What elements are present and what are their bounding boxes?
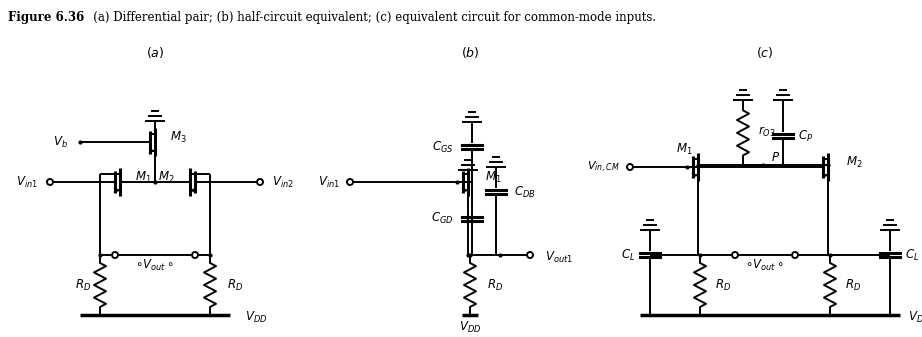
Circle shape <box>792 252 798 258</box>
Text: (a) Differential pair; (b) half-circuit equivalent; (c) equivalent circuit for c: (a) Differential pair; (b) half-circuit … <box>82 10 656 24</box>
Text: $R_D$: $R_D$ <box>487 277 503 293</box>
Circle shape <box>347 179 353 185</box>
Circle shape <box>732 252 738 258</box>
Circle shape <box>112 252 118 258</box>
Text: $(b)$: $(b)$ <box>461 44 479 60</box>
Text: $V_{in1}$: $V_{in1}$ <box>16 175 38 189</box>
Text: $C_{GS}$: $C_{GS}$ <box>432 140 454 155</box>
Text: $V_{DD}$: $V_{DD}$ <box>245 309 267 325</box>
Text: $(c)$: $(c)$ <box>756 44 774 60</box>
Text: $(a)$: $(a)$ <box>146 44 164 60</box>
Text: $V_b$: $V_b$ <box>53 135 68 150</box>
Text: $r_{O3}$: $r_{O3}$ <box>758 125 775 140</box>
Text: $C_{GD}$: $C_{GD}$ <box>431 211 454 226</box>
Text: $V_{in,CM}$: $V_{in,CM}$ <box>587 159 620 175</box>
Text: $M_1$: $M_1$ <box>485 170 502 185</box>
Text: $C_L$: $C_L$ <box>905 247 919 263</box>
Text: $M_2$: $M_2$ <box>846 154 863 170</box>
Text: $V_{DD}$: $V_{DD}$ <box>459 319 481 335</box>
Text: $R_D$: $R_D$ <box>845 277 861 293</box>
Text: $R_D$: $R_D$ <box>75 277 91 293</box>
Text: $V_{out1}$: $V_{out1}$ <box>545 249 573 265</box>
Circle shape <box>627 164 633 170</box>
Text: $C_{DB}$: $C_{DB}$ <box>514 184 536 200</box>
Circle shape <box>527 252 533 258</box>
Text: Figure 6.36: Figure 6.36 <box>8 10 84 24</box>
Circle shape <box>47 179 53 185</box>
Text: $M_3$: $M_3$ <box>170 130 186 145</box>
Text: $C_L$: $C_L$ <box>621 247 635 263</box>
Text: $M_1$: $M_1$ <box>677 142 693 157</box>
Text: $R_D$: $R_D$ <box>715 277 731 293</box>
Text: $V_{in2}$: $V_{in2}$ <box>272 175 294 189</box>
Text: $M_2$: $M_2$ <box>159 170 175 185</box>
Text: $P$: $P$ <box>771 151 780 164</box>
Text: $C_P$: $C_P$ <box>798 129 813 144</box>
Text: $\circ V_{out}\circ$: $\circ V_{out}\circ$ <box>136 257 174 273</box>
Circle shape <box>192 252 198 258</box>
Text: $M_1$: $M_1$ <box>135 170 151 185</box>
Text: $V_{in1}$: $V_{in1}$ <box>318 175 340 189</box>
Circle shape <box>257 179 263 185</box>
Text: $R_D$: $R_D$ <box>227 277 243 293</box>
Text: $\circ V_{out}\circ$: $\circ V_{out}\circ$ <box>746 257 785 273</box>
Text: $V_{DD}$: $V_{DD}$ <box>908 309 922 325</box>
